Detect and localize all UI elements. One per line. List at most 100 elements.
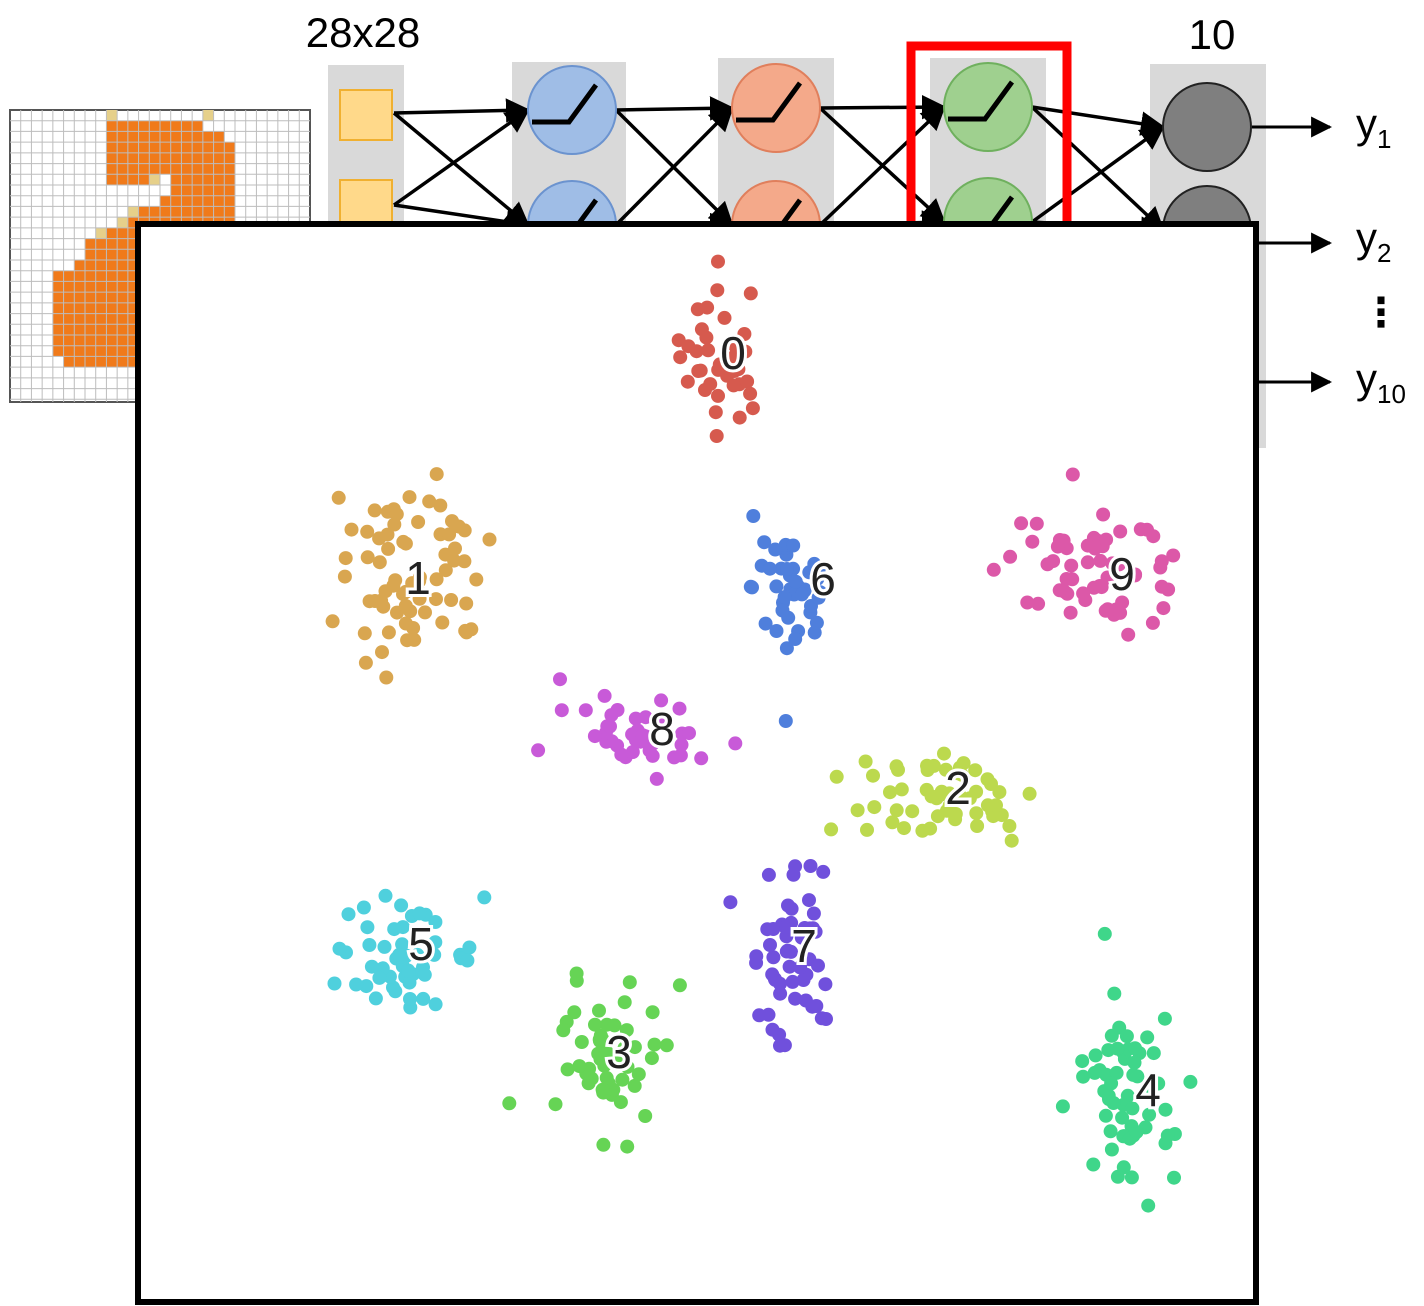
embedding-point — [459, 596, 474, 611]
embedding-point — [1014, 516, 1029, 531]
embedding-point — [1115, 1110, 1130, 1125]
embedding-point — [786, 538, 801, 553]
embedding-point — [788, 991, 803, 1006]
embedding-point — [1031, 596, 1046, 611]
embedding-point — [654, 693, 669, 708]
embedding-point — [710, 283, 725, 298]
embedding-point — [989, 798, 1003, 813]
embedding-point — [1040, 557, 1055, 572]
embedding-point — [344, 522, 359, 537]
embedding-point — [829, 769, 844, 784]
embedding-point — [502, 1096, 517, 1111]
connection-line — [614, 106, 734, 227]
embedding-point — [381, 541, 396, 556]
embedding-point — [701, 343, 716, 358]
embedding-point — [631, 1067, 646, 1082]
connection-line — [615, 96, 735, 121]
embedding-point — [806, 906, 821, 921]
embedding-point — [758, 616, 773, 631]
embedding-point — [1116, 1160, 1131, 1175]
embedding-point — [1126, 1067, 1141, 1082]
embedding-point — [740, 374, 755, 389]
embedding-point — [377, 939, 392, 954]
embedding-point — [595, 1082, 610, 1097]
embedding-point — [1141, 1198, 1156, 1213]
embedding-point — [860, 822, 874, 837]
embedding-point — [1075, 1054, 1090, 1069]
embedding-point — [809, 615, 824, 630]
input-node — [339, 89, 393, 141]
embedding-point — [968, 763, 983, 778]
embedding-point — [937, 746, 951, 761]
embedding-point — [429, 467, 444, 482]
embedding-point — [395, 937, 410, 952]
embedding-point — [694, 322, 709, 337]
embedding-point — [1096, 507, 1111, 522]
embedding-point — [569, 966, 584, 981]
embedding-point — [1127, 1055, 1142, 1070]
embedding-point — [378, 584, 393, 599]
embedding-point — [969, 806, 984, 821]
relu-icon — [948, 80, 1015, 122]
embedding-point — [587, 729, 602, 744]
embedding-point — [749, 955, 764, 970]
embedding-point — [1099, 532, 1114, 547]
embedding-point — [850, 803, 865, 818]
embedding-point — [1002, 819, 1017, 833]
embedding-point — [690, 302, 705, 317]
embedding-point — [889, 759, 904, 774]
embedding-point — [429, 592, 443, 607]
embedding-point — [1004, 833, 1019, 848]
embedding-point — [398, 584, 413, 599]
embedding-point — [442, 527, 457, 542]
embedding-point — [954, 767, 969, 782]
embedding-point — [389, 507, 404, 522]
embedding-point — [1103, 1124, 1118, 1139]
embedding-point — [459, 625, 474, 640]
embedding-point — [1154, 554, 1169, 569]
embedding-point — [942, 798, 957, 813]
connection-line — [1030, 125, 1165, 224]
cluster-label: 2 — [945, 762, 971, 814]
embedding-point — [581, 1076, 596, 1091]
embedding-point — [615, 1072, 630, 1087]
embedding-point — [1121, 627, 1136, 642]
embedding-point — [427, 947, 442, 962]
embedding-point — [743, 386, 758, 401]
embedding-point — [784, 901, 799, 916]
embedding-point — [438, 563, 453, 578]
cluster-label: 5 — [408, 918, 434, 970]
embedding-point — [674, 737, 689, 752]
embedding-point — [1104, 1142, 1119, 1157]
embedding-point — [1142, 1107, 1157, 1122]
embedding-point — [1107, 986, 1122, 1001]
embedding-point — [387, 922, 402, 937]
embedding-point — [1128, 1041, 1142, 1056]
embedding-point — [447, 553, 462, 568]
embedding-point — [798, 993, 813, 1008]
embedding-point — [746, 509, 761, 523]
embedding-point — [572, 1059, 587, 1074]
embedding-point — [435, 615, 450, 630]
embedding-point — [477, 890, 492, 905]
embedding-point — [765, 1022, 780, 1037]
embedding-point — [777, 590, 792, 605]
embedding-point — [645, 1005, 660, 1020]
embedding-point — [556, 1023, 571, 1038]
embedding-point — [1160, 1128, 1175, 1143]
embedding-point — [638, 1109, 653, 1123]
embedding-point — [1059, 572, 1074, 586]
embedding-point — [1025, 534, 1040, 549]
embedding-point — [364, 959, 379, 974]
embedding-point — [673, 350, 688, 365]
embedding-point — [818, 977, 833, 992]
embedding-point — [588, 1017, 602, 1032]
embedding-point — [381, 625, 396, 640]
embedding-point — [1064, 558, 1079, 573]
embedding-point — [894, 782, 909, 797]
embedding-point — [938, 762, 953, 777]
embedding-point — [808, 924, 823, 939]
embedding-point — [451, 519, 466, 534]
embedding-point — [368, 594, 382, 608]
